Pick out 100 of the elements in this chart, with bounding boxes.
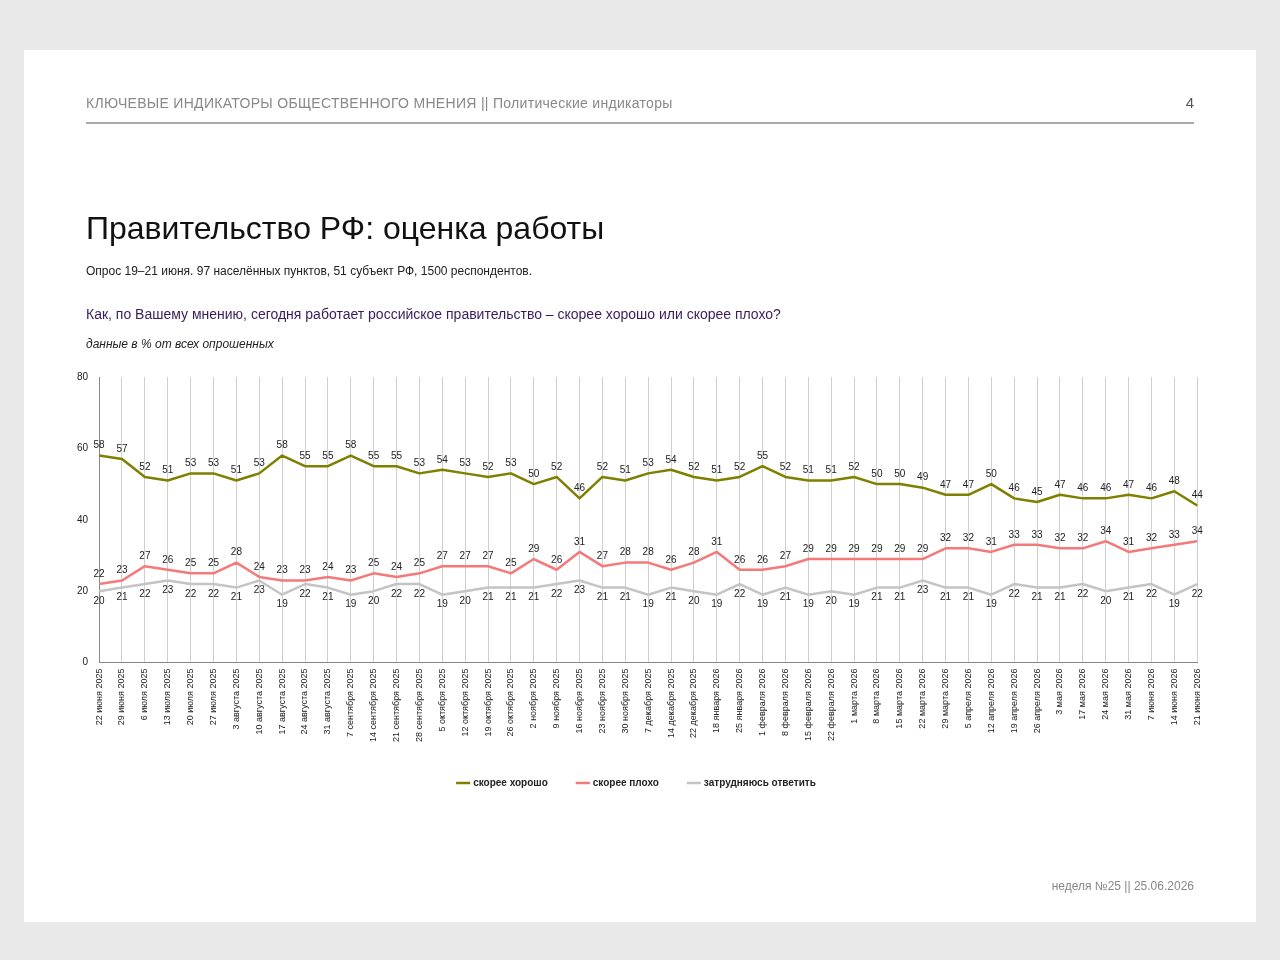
data-label: 25 <box>505 557 517 569</box>
data-label: 25 <box>185 557 197 569</box>
data-label: 22 <box>1145 587 1158 599</box>
data-label: 23 <box>253 584 266 596</box>
x-tick-label: 19 октября 2025 <box>482 668 493 737</box>
data-label: 46 <box>1145 482 1158 494</box>
x-tick-label: 14 сентября 2025 <box>368 668 379 742</box>
data-label: 57 <box>116 442 128 454</box>
data-label: 21 <box>894 591 906 603</box>
x-tick-label: 22 марта 2026 <box>917 668 928 729</box>
data-label: 52 <box>551 460 563 472</box>
data-label: 22 <box>1191 587 1204 599</box>
data-label: 20 <box>688 594 700 606</box>
x-tick-label: 24 августа 2025 <box>299 668 310 735</box>
y-tick-label: 0 <box>82 656 89 668</box>
data-label: 53 <box>459 457 472 469</box>
data-label: 28 <box>230 546 243 558</box>
data-label: 52 <box>482 460 495 472</box>
x-tick-label: 20 июля 2025 <box>185 668 196 726</box>
data-label: 19 <box>345 598 357 610</box>
data-label: 28 <box>642 546 655 558</box>
data-label: 55 <box>299 449 312 461</box>
data-label: 52 <box>734 460 746 472</box>
data-label: 26 <box>551 553 563 565</box>
data-label: 51 <box>230 464 243 476</box>
data-label: 53 <box>207 457 220 469</box>
data-label: 29 <box>871 542 883 554</box>
data-label: 19 <box>642 598 655 610</box>
data-label: 31 <box>985 535 998 547</box>
data-label: 27 <box>779 549 792 561</box>
data-label: 23 <box>917 584 929 596</box>
legend-label: затрудняюсь ответить <box>703 776 816 788</box>
data-label: 21 <box>528 591 540 603</box>
x-tick-label: 22 февраля 2026 <box>825 668 836 741</box>
data-label: 20 <box>93 594 106 606</box>
data-label: 47 <box>1123 478 1135 490</box>
data-label: 22 <box>1077 587 1089 599</box>
x-tick-label: 21 сентября 2025 <box>391 668 401 742</box>
x-tick-label: 30 ноября 2025 <box>619 668 630 734</box>
y-tick-label: 80 <box>77 370 89 382</box>
data-label: 46 <box>1008 482 1021 494</box>
data-label: 53 <box>253 457 266 469</box>
data-label: 20 <box>459 594 472 606</box>
x-tick-label: 14 июня 2026 <box>1168 668 1179 726</box>
data-label: 21 <box>619 591 632 603</box>
x-tick-label: 3 мая 2026 <box>1054 668 1065 715</box>
data-label: 20 <box>1100 594 1112 606</box>
data-label: 21 <box>505 591 517 603</box>
data-label: 33 <box>1031 528 1044 540</box>
text: неделя №25 || 25.06.2026 <box>1051 879 1194 893</box>
data-label: 26 <box>162 553 174 565</box>
data-label: 23 <box>276 564 289 576</box>
x-tick-label: 28 сентября 2025 <box>413 668 424 742</box>
x-tick-label: 17 августа 2025 <box>276 668 287 735</box>
data-label: 20 <box>368 594 380 606</box>
data-label: 26 <box>734 553 746 565</box>
data-label: 21 <box>1031 591 1044 603</box>
data-label: 21 <box>482 591 495 603</box>
data-label: 58 <box>276 439 289 451</box>
data-label: 25 <box>413 557 426 569</box>
data-label: 45 <box>1031 485 1044 497</box>
x-tick-label: 13 июля 2025 <box>162 668 173 726</box>
data-label: 50 <box>528 467 540 479</box>
x-tick-label: 2 ноября 2025 <box>528 668 539 729</box>
data-label: 22 <box>139 587 151 599</box>
x-tick-label: 22 июня 2025 <box>93 668 104 726</box>
data-label: 19 <box>985 598 998 610</box>
data-label: 23 <box>116 564 128 576</box>
data-label: 27 <box>139 549 151 561</box>
data-label: 29 <box>848 542 861 554</box>
data-label: 22 <box>413 587 426 599</box>
data-label: 53 <box>642 457 655 469</box>
data-label: 25 <box>368 557 380 569</box>
data-label: 51 <box>711 464 723 476</box>
data-label: 27 <box>459 549 472 561</box>
x-tick-label: 17 мая 2026 <box>1077 668 1088 720</box>
x-tick-label: 31 августа 2025 <box>322 668 333 735</box>
data-label: 19 <box>276 598 289 610</box>
data-label: 29 <box>825 542 838 554</box>
text: КЛЮЧЕВЫЕ ИНДИКАТОРЫ ОБЩЕСТВЕННОГО МНЕНИЯ || Политические индикаторы <box>86 95 673 111</box>
data-label: 51 <box>619 464 632 476</box>
x-tick-label: 9 ноября 2025 <box>551 668 562 729</box>
data-label: 31 <box>711 535 723 547</box>
data-label: 51 <box>802 464 815 476</box>
data-label: 25 <box>207 557 220 569</box>
data-label: 21 <box>962 591 975 603</box>
data-label: 31 <box>1123 535 1135 547</box>
x-tick-label: 7 декабря 2025 <box>642 668 653 733</box>
x-tick-label: 6 июля 2025 <box>139 668 150 721</box>
text: Как, по Вашему мнению, сегодня работает российское правительство – скорее хорошо или скорее плохо? <box>86 306 781 322</box>
data-label: 19 <box>802 598 815 610</box>
x-tick-label: 14 декабря 2025 <box>665 668 676 738</box>
y-tick-label: 20 <box>77 584 89 596</box>
data-label: 23 <box>299 564 312 576</box>
x-tick-label: 1 февраля 2026 <box>757 668 768 736</box>
data-label: 32 <box>1145 532 1158 544</box>
x-tick-label: 22 декабря 2025 <box>688 668 699 738</box>
data-label: 22 <box>207 587 220 599</box>
data-label: 52 <box>848 460 861 472</box>
x-tick-label: 5 октября 2025 <box>436 668 447 732</box>
